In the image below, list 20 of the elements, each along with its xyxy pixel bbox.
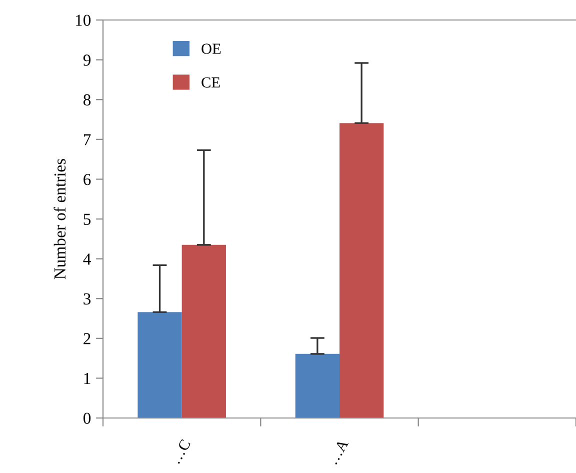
bar <box>182 244 226 418</box>
y-tick-label: 4 <box>83 254 91 265</box>
legend-label: OE <box>202 44 221 54</box>
legend-label: CE <box>202 77 220 88</box>
y-tick-label: 6 <box>84 174 91 186</box>
x-tick-label: …A <box>328 438 349 465</box>
bar <box>295 354 340 418</box>
y-axis-title: Number of entries <box>54 158 66 280</box>
x-tick-label: …C <box>170 438 191 464</box>
y-tick-label: 0 <box>83 412 91 424</box>
y-tick-label: 3 <box>84 293 91 305</box>
y-tick-label: 9 <box>83 54 91 66</box>
y-tick-label: 5 <box>84 214 91 225</box>
bar <box>340 123 384 418</box>
y-tick-label: 1 <box>84 372 90 384</box>
y-tick-label: 8 <box>83 94 91 106</box>
y-tick-label: 7 <box>84 134 91 146</box>
y-tick-label: 10 <box>76 14 91 26</box>
bar <box>138 312 182 418</box>
y-tick-label: 2 <box>84 333 90 344</box>
